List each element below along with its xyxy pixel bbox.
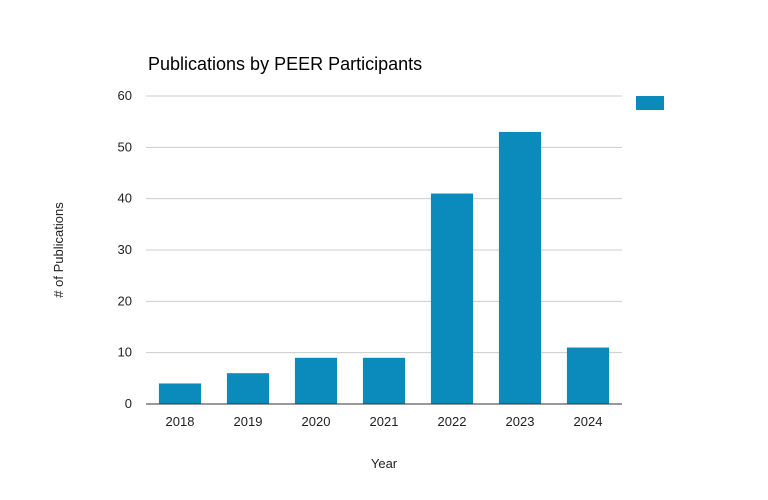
x-tick-label: 2021 [370,414,399,429]
bar-2020 [294,357,338,404]
x-tick-label: 2024 [574,414,603,429]
bar-2018 [158,383,202,404]
legend-swatch [636,96,664,110]
bar-2022 [430,193,474,404]
y-axis-label: # of Publications [51,202,66,298]
x-tick-label: 2018 [166,414,195,429]
y-tick-label: 10 [118,345,132,360]
x-tick-label: 2019 [234,414,263,429]
gridlines [146,95,622,354]
bar-2019 [226,373,270,404]
x-tick-label: 2020 [302,414,331,429]
x-tick-label: 2022 [438,414,467,429]
y-tick-label: 50 [118,139,132,154]
y-axis-ticks: 0 10 20 30 40 50 60 [118,88,132,411]
bar-2021 [362,357,406,404]
y-tick-label: 0 [125,396,132,411]
x-axis-label: Year [371,456,398,471]
y-tick-label: 60 [118,88,132,103]
y-tick-label: 30 [118,242,132,257]
y-tick-label: 20 [118,293,132,308]
legend [636,96,664,110]
bars [158,131,610,404]
chart-title: Publications by PEER Participants [148,54,422,74]
bar-2024 [566,347,610,404]
bar-2023 [498,131,542,404]
x-tick-label: 2023 [506,414,535,429]
y-tick-label: 40 [118,191,132,206]
x-axis-ticks: 2018 2019 2020 2021 2022 2023 2024 [166,414,603,429]
